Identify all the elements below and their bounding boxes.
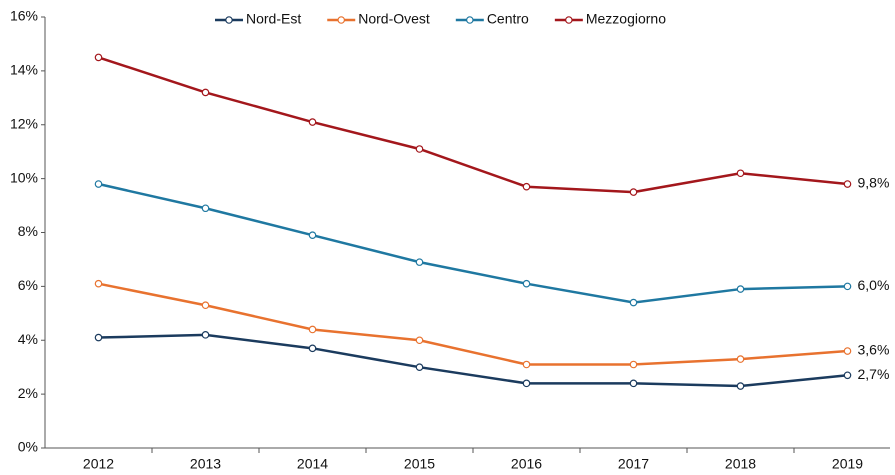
point (308, 344, 317, 353)
y-tick-label: 0% (18, 439, 38, 455)
series-line (98, 182, 848, 304)
y-tick-label: 8% (18, 223, 38, 239)
point (201, 331, 210, 339)
x-tick-label: 2017 (618, 456, 649, 472)
y-tick-label: 6% (18, 277, 38, 293)
y-tick-label: 14% (10, 62, 38, 78)
point (201, 204, 210, 213)
point (201, 301, 210, 310)
point (843, 180, 852, 188)
x-tick-label: 2016 (511, 456, 542, 472)
point (736, 382, 745, 390)
point (201, 88, 210, 97)
x-tick-label: 2014 (297, 456, 328, 472)
point (629, 379, 638, 388)
point (415, 145, 424, 153)
point (308, 325, 317, 334)
y-tick-label: 12% (10, 115, 38, 131)
x-tick-label: 2012 (83, 456, 114, 472)
x-tick-label: 2018 (725, 456, 756, 472)
value-label: 9,8% (858, 175, 890, 191)
point (629, 360, 638, 369)
legend-label: Centro (487, 11, 529, 27)
series-line (98, 333, 848, 388)
point (736, 169, 745, 178)
legend-label: Nord-Ovest (358, 11, 430, 27)
point (94, 333, 103, 342)
point (522, 182, 531, 191)
point (522, 360, 531, 369)
legend-label: Mezzogiorno (586, 11, 666, 27)
point (94, 180, 103, 188)
x-tick-label: 2013 (190, 456, 221, 472)
series-line (98, 56, 848, 194)
point (522, 379, 531, 388)
point (843, 371, 852, 380)
point (308, 118, 317, 126)
point (629, 188, 638, 196)
point (94, 53, 103, 62)
series-line (98, 282, 848, 366)
point (94, 279, 103, 288)
point (843, 347, 852, 355)
x-tick-label: 2019 (832, 456, 863, 472)
value-label: 6,0% (858, 277, 890, 293)
point (308, 231, 317, 239)
legend-label: Nord-Est (246, 11, 301, 27)
value-label: 3,6% (858, 342, 890, 358)
point (522, 279, 531, 288)
legend-marker (225, 16, 233, 24)
legend-marker (565, 16, 573, 24)
point (415, 363, 424, 371)
legend-marker (466, 16, 474, 24)
y-tick-label: 4% (18, 331, 38, 347)
point (736, 285, 745, 293)
x-tick-label: 2015 (404, 456, 435, 472)
y-tick-label: 10% (10, 169, 38, 185)
value-label: 2,7% (858, 366, 890, 382)
point (843, 282, 852, 291)
y-tick-label: 16% (10, 8, 38, 24)
point (629, 298, 638, 307)
point (415, 258, 424, 266)
point (736, 355, 745, 363)
point (415, 336, 424, 345)
legend-marker (337, 16, 346, 24)
y-tick-label: 2% (18, 385, 38, 401)
